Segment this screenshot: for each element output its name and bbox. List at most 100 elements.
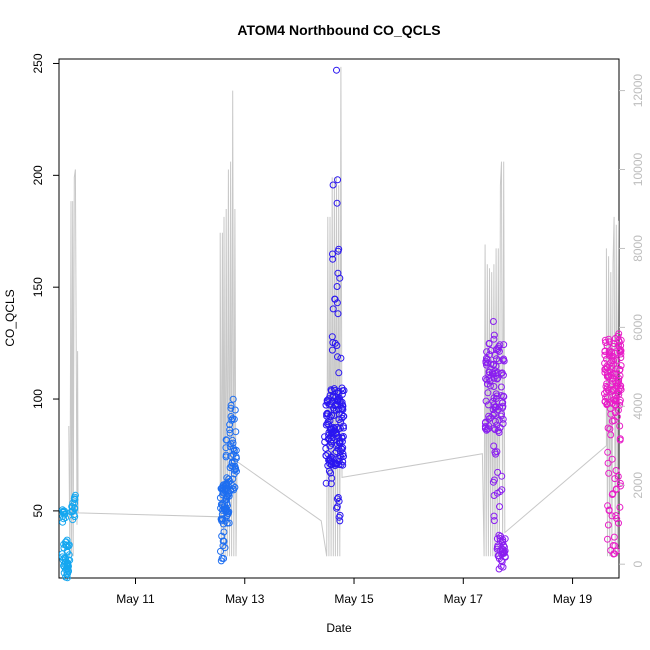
data-point: [616, 366, 624, 373]
data-point: [612, 467, 620, 474]
data-point: [484, 389, 492, 397]
data-point: [335, 457, 343, 465]
data-point: [216, 494, 224, 502]
data-point: [617, 342, 625, 350]
data-point: [227, 401, 235, 409]
data-point: [482, 397, 490, 405]
x-tick-label: May 11: [116, 592, 155, 606]
data-point: [612, 377, 620, 385]
plot-area: [58, 58, 620, 579]
x-tick-label: May 13: [225, 592, 265, 606]
data-point: [340, 412, 348, 420]
data-point: [329, 181, 337, 189]
data-point: [617, 362, 625, 370]
data-point: [495, 357, 503, 365]
data-point: [334, 396, 342, 404]
data-point: [62, 541, 70, 549]
data-point: [329, 305, 337, 313]
data-point: [489, 411, 497, 419]
data-point: [601, 336, 609, 344]
data-point: [498, 486, 506, 494]
data-point: [220, 503, 228, 511]
data-point: [496, 341, 504, 349]
data-point: [603, 380, 611, 388]
data-point: [495, 343, 503, 351]
data-point: [60, 554, 68, 562]
data-point: [331, 387, 339, 394]
data-point: [327, 480, 335, 488]
data-point: [607, 410, 615, 418]
data-point: [492, 395, 500, 402]
y2-tick-label: 0: [631, 561, 645, 568]
data-point: [602, 383, 610, 390]
data-point: [328, 333, 336, 341]
data-point: [327, 469, 335, 477]
y-tick-label: 100: [31, 389, 45, 409]
data-point: [334, 176, 342, 184]
data-point: [71, 496, 79, 503]
y-tick-label: 250: [31, 53, 45, 73]
data-point: [499, 415, 507, 423]
data-point: [496, 503, 503, 511]
data-point: [232, 454, 240, 462]
data-point: [616, 503, 624, 511]
data-point: [615, 519, 622, 527]
data-point: [218, 506, 226, 514]
data-point: [228, 459, 236, 466]
data-point: [227, 413, 235, 420]
data-point: [490, 492, 498, 499]
data-point: [222, 444, 230, 452]
data-point: [604, 521, 612, 529]
data-point: [604, 535, 611, 543]
data-point: [331, 402, 339, 410]
data-point: [616, 435, 624, 443]
data-point: [333, 66, 340, 74]
data-point: [610, 533, 618, 541]
data-point: [499, 402, 507, 410]
y-axis-label: CO_QCLS: [3, 289, 17, 346]
y-tick-label: 200: [31, 165, 45, 185]
data-point: [486, 382, 494, 390]
data-point: [333, 199, 341, 207]
data-point: [499, 420, 507, 428]
data-point: [610, 342, 618, 350]
data-point: [603, 355, 610, 363]
data-point: [485, 412, 493, 420]
data-point: [325, 421, 333, 429]
data-point: [607, 431, 615, 439]
data-point: [494, 552, 502, 560]
data-point: [601, 390, 608, 398]
data-point: [608, 455, 616, 463]
data-point: [491, 417, 499, 425]
data-point: [58, 553, 66, 561]
data-point: [220, 528, 228, 536]
y-axis-right: 0 2000 4000 6000 8000 10000 12000: [619, 74, 645, 568]
data-point: [339, 422, 347, 430]
data-point: [331, 295, 339, 303]
data-point: [63, 563, 71, 571]
data-point: [60, 515, 68, 523]
data-point: [604, 368, 612, 376]
data-point: [223, 511, 231, 519]
data-point: [229, 395, 237, 403]
data-point: [602, 339, 610, 346]
data-point: [219, 542, 227, 550]
data-point: [614, 473, 622, 480]
data-point: [231, 406, 239, 414]
data-point: [482, 359, 490, 367]
data-point: [232, 428, 240, 436]
y-axis-left: 50 100 150 200 250: [31, 53, 59, 518]
data-point: [489, 478, 497, 486]
data-point: [226, 426, 234, 434]
data-point: [495, 565, 503, 573]
data-point: [616, 422, 624, 430]
data-point: [490, 512, 498, 520]
x-axis: May 11 May 13 May 15 May 17 May 19: [116, 578, 593, 606]
data-point: [223, 479, 231, 487]
data-point: [603, 401, 611, 409]
data-point: [63, 574, 71, 582]
y2-tick-label: 4000: [631, 393, 645, 420]
data-point: [229, 415, 236, 423]
x-axis-label: Date: [326, 621, 352, 635]
data-point: [611, 409, 619, 417]
